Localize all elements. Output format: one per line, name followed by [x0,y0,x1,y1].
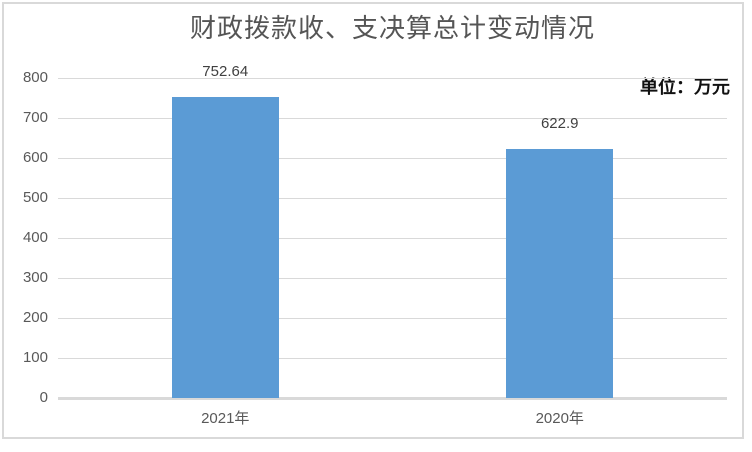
bar-2020年 [506,148,614,398]
y-axis-tick-label: 300 [22,269,48,286]
bar-value-label: 622.9 [540,114,579,132]
chart-frame [2,2,744,439]
unit-label: 单位：万元 [640,77,730,98]
y-axis-tick-label: 800 [22,69,48,86]
x-axis-line [58,397,727,400]
x-axis-tick-label: 2021年 [201,410,250,427]
y-axis-tick-label: 400 [22,229,48,246]
y-axis-tick-label: 200 [22,309,48,326]
y-axis-tick-label: 500 [22,189,48,206]
bar-value-label: 752.64 [202,62,249,80]
bar-2021年 [171,96,279,398]
gridline [58,238,727,239]
y-axis-tick-label: 600 [22,149,48,166]
x-axis-tick-label: 2020年 [535,410,584,427]
y-axis-tick-label: 700 [22,109,48,126]
gridline [58,198,727,199]
gridline [58,158,727,159]
gridline [58,78,727,79]
gridline [58,318,727,319]
gridline [58,358,727,359]
y-axis-tick-label: 100 [22,349,48,366]
gridline [58,278,727,279]
gridline [58,118,727,119]
chart-title: 财政拨款收、支决算总计变动情况 [189,14,595,44]
y-axis-tick-label: 0 [39,389,48,406]
